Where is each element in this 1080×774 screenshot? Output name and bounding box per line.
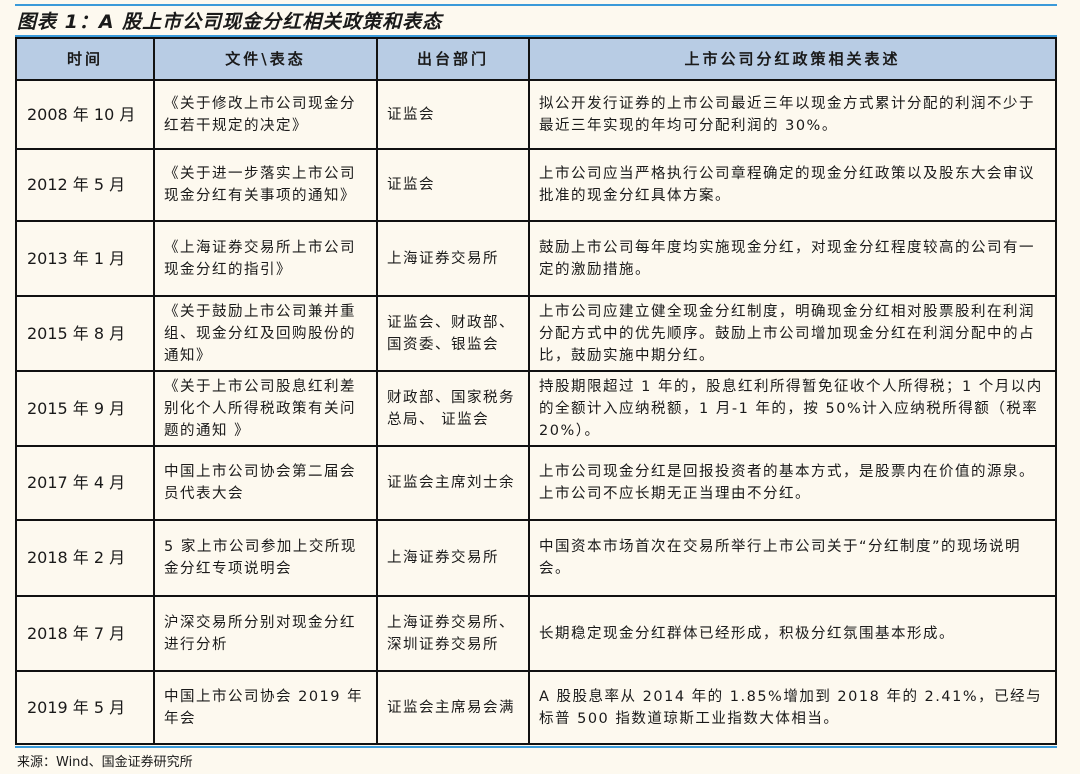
description-cell: 中国资本市场首次在交易所举行上市公司关于“分红制度”的现场说明会。 <box>528 519 1057 597</box>
department-cell: 证监会 <box>376 148 530 222</box>
department-cell: 证监会 <box>376 79 530 150</box>
description-cell: A 股股息率从 2014 年的 1.85%增加到 2018 年的 2.41%，已… <box>528 670 1057 745</box>
header-description: 上市公司分红政策相关表述 <box>528 37 1057 81</box>
table-row: 2012 年 5 月《关于进一步落实上市公司现金分红有关事项的通知》 证监会 上市公… <box>15 148 1057 222</box>
date-cell: 2019 年 5 月 <box>15 670 155 745</box>
department-cell: 上海证券交易所、深圳证券交易所 <box>376 595 530 672</box>
header-department: 出台部门 <box>376 37 530 81</box>
document-cell: 《上海证券交易所上市公司现金分红的指引》 <box>153 220 378 297</box>
document-cell: 沪深交易所分别对现金分红进行分析 <box>153 595 378 672</box>
table-row: 2019 年 5 月中国上市公司协会 2019 年年会 证监会主席易会满 A 股股息… <box>15 670 1057 745</box>
source-note: 来源：Wind、国金证券研究所 <box>17 755 193 770</box>
document-cell: 中国上市公司协会 2019 年年会 <box>153 670 378 745</box>
description-cell: 鼓励上市公司每年度均实施现金分红，对现金分红程度较高的公司有一定的激励措施。 <box>528 220 1057 297</box>
department-cell: 证监会主席刘士余 <box>376 445 530 521</box>
document-cell: 中国上市公司协会第二届会员代表大会 <box>153 445 378 521</box>
table-row: 2018 年 7 月沪深交易所分别对现金分红进行分析 上海证券交易所、深圳证券交易… <box>15 595 1057 672</box>
document-cell: 《关于鼓励上市公司兼并重组、现金分红及回购股份的通知》 <box>153 295 378 372</box>
date-cell: 2015 年 9 月 <box>15 370 155 447</box>
table-row: 2015 年 8 月《关于鼓励上市公司兼并重组、现金分红及回购股份的通知》 证监会… <box>15 295 1057 372</box>
date-cell: 2008 年 10 月 <box>15 79 155 150</box>
table-body: 2008 年 10 月《关于修改上市公司现金分红若干规定的决定》 证监会 拟公开发行… <box>15 79 1057 745</box>
department-cell: 财政部、国家税务总局、 证监会 <box>376 370 530 447</box>
policy-table: 时间 文件\表态 出台部门 上市公司分红政策相关表述 2008 年 10 月《关… <box>15 37 1057 745</box>
department-cell: 证监会、财政部、国资委、银监会 <box>376 295 530 372</box>
header-document: 文件\表态 <box>153 37 378 81</box>
top-rule <box>15 4 1057 6</box>
document-cell: 《关于修改上市公司现金分红若干规定的决定》 <box>153 79 378 150</box>
description-cell: 持股期限超过 1 年的，股息红利所得暂免征收个人所得税；1 个月以内的全额计入应… <box>528 370 1057 447</box>
description-cell: 长期稳定现金分红群体已经形成，积极分红氛围基本形成。 <box>528 595 1057 672</box>
title-rule <box>15 35 1057 37</box>
date-cell: 2017 年 4 月 <box>15 445 155 521</box>
table-row: 2017 年 4 月中国上市公司协会第二届会员代表大会 证监会主席刘士余 上市公司现… <box>15 445 1057 521</box>
document-cell: 《关于进一步落实上市公司现金分红有关事项的通知》 <box>153 148 378 222</box>
department-cell: 上海证券交易所 <box>376 519 530 597</box>
table-row: 2013 年 1 月《上海证券交易所上市公司现金分红的指引》 上海证券交易所 鼓励上… <box>15 220 1057 297</box>
table-row: 2015 年 9 月《关于上市公司股息红利差别化个人所得税政策有关问题的通知 》… <box>15 370 1057 447</box>
table-row: 2008 年 10 月《关于修改上市公司现金分红若干规定的决定》 证监会 拟公开发行… <box>15 79 1057 150</box>
date-cell: 2013 年 1 月 <box>15 220 155 297</box>
document-cell: 《关于上市公司股息红利差别化个人所得税政策有关问题的通知 》 <box>153 370 378 447</box>
description-cell: 拟公开发行证券的上市公司最近三年以现金方式累计分配的利润不少于最近三年实现的年均… <box>528 79 1057 150</box>
table-header-row: 时间 文件\表态 出台部门 上市公司分红政策相关表述 <box>15 37 1057 81</box>
department-cell: 上海证券交易所 <box>376 220 530 297</box>
date-cell: 2015 年 8 月 <box>15 295 155 372</box>
header-time: 时间 <box>15 37 155 81</box>
description-cell: 上市公司应当严格执行公司章程确定的现金分红政策以及股东大会审议批准的现金分红具体… <box>528 148 1057 222</box>
bottom-rule <box>15 746 1057 748</box>
date-cell: 2018 年 7 月 <box>15 595 155 672</box>
description-cell: 上市公司现金分红是回报投资者的基本方式，是股票内在价值的源泉。上市公司不应长期无… <box>528 445 1057 521</box>
department-cell: 证监会主席易会满 <box>376 670 530 745</box>
description-cell: 上市公司应建立健全现金分红制度，明确现金分红相对股票股利在利润分配方式中的优先顺… <box>528 295 1057 372</box>
date-cell: 2018 年 2 月 <box>15 519 155 597</box>
document-cell: 5 家上市公司参加上交所现金分红专项说明会 <box>153 519 378 597</box>
figure-title: 图表 1：A 股上市公司现金分红相关政策和表态 <box>17 11 443 33</box>
date-cell: 2012 年 5 月 <box>15 148 155 222</box>
